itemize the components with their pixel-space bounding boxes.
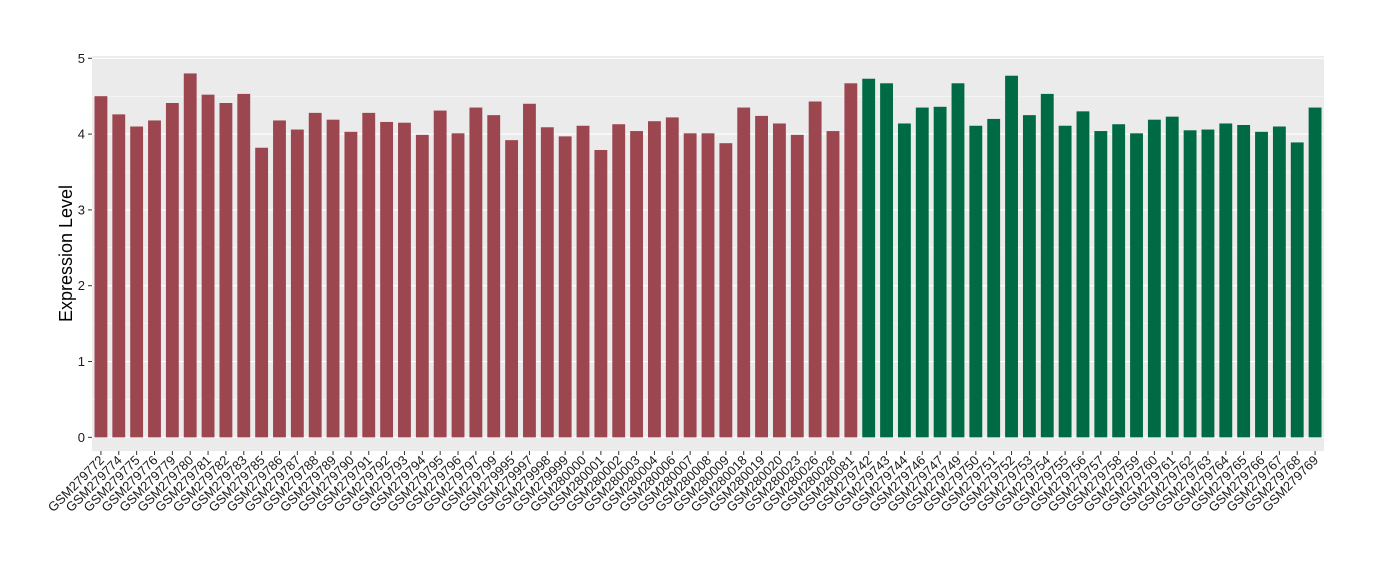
bar-GSM279742	[862, 78, 876, 438]
bar-GSM279758	[1112, 124, 1126, 438]
bar-GSM279794	[415, 134, 429, 438]
bar-GSM279749	[951, 83, 965, 438]
bar-GSM279747	[933, 106, 947, 438]
bar-GSM280019	[755, 115, 768, 438]
bar-GSM279782	[219, 103, 233, 438]
y-tick-label: 1	[78, 354, 85, 369]
bar-GSM279762	[1183, 130, 1197, 438]
bar-GSM279756	[1076, 111, 1090, 438]
bar-GSM280007	[683, 133, 697, 438]
bar-GSM279763	[1201, 129, 1215, 438]
bar-GSM280026	[808, 101, 822, 438]
bar-GSM279755	[1058, 125, 1072, 438]
bar-GSM279779	[165, 103, 179, 438]
bar-GSM279744	[897, 123, 911, 438]
bar-GSM280028	[826, 131, 840, 438]
bar-GSM279768	[1290, 142, 1304, 438]
bar-GSM279772	[94, 96, 108, 438]
bar-GSM279795	[433, 110, 447, 438]
bar-GSM279786	[273, 120, 286, 438]
y-tick-label: 5	[78, 51, 85, 66]
bar-GSM279761	[1165, 116, 1179, 438]
bar-GSM279788	[308, 112, 322, 438]
bar-GSM280002	[612, 124, 626, 438]
bar-GSM280006	[665, 117, 679, 438]
bar-GSM279766	[1255, 131, 1268, 438]
bar-GSM279769	[1308, 107, 1322, 438]
bar-GSM279789	[326, 119, 340, 438]
bar-GSM280008	[701, 133, 715, 438]
bar-GSM279995	[505, 140, 519, 438]
y-tick-label: 2	[78, 278, 85, 293]
bar-GSM279776	[148, 120, 161, 438]
bar-GSM280001	[594, 150, 608, 438]
bar-GSM279998	[540, 127, 554, 438]
bar-GSM279743	[880, 83, 893, 438]
bar-GSM279787	[290, 129, 304, 438]
y-axis-title: Expression Level	[56, 185, 76, 322]
bar-GSM279796	[451, 133, 465, 438]
bar-GSM279750	[969, 125, 983, 438]
bar-GSM279751	[987, 118, 1001, 438]
bar-GSM279754	[1040, 93, 1054, 438]
bar-GSM279999	[558, 136, 572, 438]
bar-GSM279781	[201, 94, 215, 438]
bar-GSM280023	[790, 134, 804, 438]
bar-GSM279791	[362, 112, 376, 438]
y-tick-label: 4	[78, 127, 85, 142]
bar-GSM279793	[398, 122, 411, 438]
bar-GSM279783	[237, 93, 251, 438]
y-tick-label: 0	[78, 430, 85, 445]
bar-GSM280009	[719, 143, 733, 438]
bar-GSM279797	[469, 107, 483, 438]
bar-GSM279746	[915, 107, 929, 438]
bar-GSM280003	[630, 131, 644, 438]
bar-GSM279774	[112, 114, 126, 438]
bar-GSM279997	[523, 103, 536, 438]
bar-GSM279764	[1219, 123, 1233, 438]
bars	[94, 73, 1322, 438]
bar-GSM279785	[255, 147, 269, 438]
bar-GSM279760	[1147, 119, 1161, 438]
bar-GSM279780	[183, 73, 197, 438]
bar-GSM280004	[648, 121, 661, 438]
y-axis: 0 1 2 3 4 5	[78, 51, 92, 445]
y-tick-label: 3	[78, 202, 85, 217]
bar-GSM279790	[344, 131, 358, 438]
bar-GSM279765	[1237, 124, 1251, 438]
bar-GSM280018	[737, 107, 751, 438]
bar-GSM279753	[1022, 115, 1036, 438]
bar-GSM280000	[576, 125, 590, 438]
bar-GSM279757	[1094, 131, 1108, 438]
bar-GSM279775	[130, 126, 144, 438]
bar-GSM279752	[1005, 75, 1018, 438]
bar-GSM280081	[844, 83, 858, 438]
x-axis: GSM279772GSM279774GSM279775GSM279776GSM2…	[45, 451, 1321, 515]
bar-GSM279799	[487, 115, 501, 438]
bar-GSM280020	[772, 123, 786, 438]
bar-GSM279767	[1272, 126, 1286, 438]
bar-GSM279792	[380, 121, 394, 438]
bar-GSM279759	[1130, 133, 1143, 438]
